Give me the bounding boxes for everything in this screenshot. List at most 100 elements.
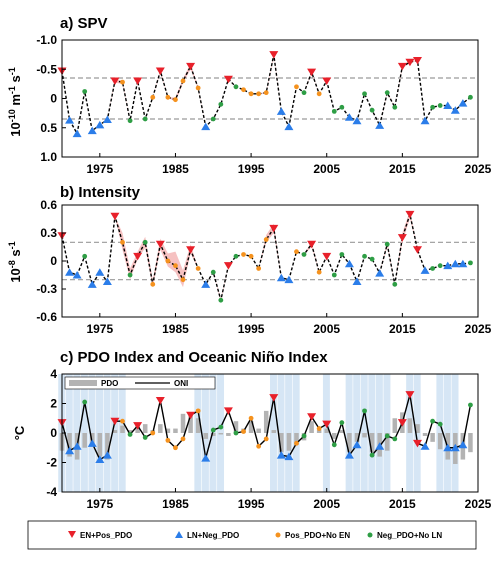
data-point-b bbox=[276, 273, 286, 282]
data-point-c bbox=[248, 415, 254, 421]
data-point-b bbox=[102, 277, 112, 286]
pdo-bar bbox=[316, 430, 322, 433]
x-tick-label: 1975 bbox=[86, 497, 113, 511]
x-tick-label: 1985 bbox=[162, 322, 189, 336]
data-point-c bbox=[127, 432, 133, 437]
y-tick-label: -1.0 bbox=[36, 33, 57, 47]
data-point-c bbox=[405, 391, 415, 399]
data-point-a bbox=[110, 77, 120, 85]
data-point-c bbox=[443, 443, 453, 452]
data-point-a bbox=[468, 94, 473, 100]
data-point-b bbox=[256, 266, 262, 271]
data-point-a bbox=[233, 84, 239, 90]
data-point-c bbox=[392, 436, 398, 442]
pdo-legend-label: PDO bbox=[101, 379, 118, 388]
data-point-b bbox=[186, 246, 196, 254]
data-point-b bbox=[450, 259, 460, 268]
pdo-bar bbox=[195, 418, 201, 433]
panel-a-title: a) SPV bbox=[60, 15, 108, 32]
data-point-c bbox=[339, 420, 345, 426]
pdo-bar bbox=[384, 433, 390, 451]
data-point-a bbox=[420, 116, 430, 125]
data-point-b bbox=[120, 239, 125, 245]
data-point-c bbox=[450, 443, 460, 452]
data-point-c bbox=[284, 452, 294, 461]
data-point-b bbox=[87, 280, 97, 288]
data-point-b bbox=[412, 246, 422, 254]
data-point-a bbox=[127, 118, 133, 124]
data-point-a bbox=[82, 89, 88, 94]
data-point-c bbox=[218, 424, 224, 430]
data-point-b bbox=[127, 272, 133, 278]
pdo-bar bbox=[233, 421, 239, 433]
legend-label-pos-pdo: Pos_PDO+No EN bbox=[285, 531, 350, 540]
data-point-c bbox=[384, 433, 390, 439]
data-point-b bbox=[420, 266, 430, 274]
data-point-a bbox=[180, 78, 186, 84]
panel-b: 1975 1985 1995 2005 2015 2025 -0.6 -0.3 0 0.3 0.6 bbox=[36, 198, 491, 336]
data-point-c bbox=[375, 442, 385, 450]
pdo-bar bbox=[180, 413, 186, 433]
y-tick-label: 0.5 bbox=[40, 121, 57, 135]
data-point-a bbox=[256, 91, 262, 97]
pdo-bar bbox=[294, 433, 299, 445]
legend-label-neg-pdo: Neg_PDO+No LN bbox=[377, 531, 442, 540]
data-point-b bbox=[443, 261, 453, 270]
pdo-bar bbox=[309, 421, 314, 433]
x-tick-label: 2005 bbox=[313, 497, 340, 511]
data-point-b bbox=[110, 212, 120, 221]
x-tick-label: 2005 bbox=[313, 322, 340, 336]
triangle-down-icon bbox=[68, 531, 76, 538]
data-point-a bbox=[263, 90, 269, 96]
data-point-c bbox=[397, 419, 407, 427]
data-point-c bbox=[241, 429, 246, 434]
y-tick-label: 0 bbox=[50, 254, 57, 268]
x-tick-label: 1995 bbox=[238, 497, 265, 511]
data-point-b bbox=[322, 252, 332, 261]
data-point-c bbox=[322, 420, 332, 429]
data-point-a bbox=[437, 103, 443, 108]
panel-a: 1975 1985 1995 2005 2015 2025 -1.0 -0.5 0 0.5 1.0 bbox=[36, 33, 491, 176]
data-point-c bbox=[133, 422, 143, 430]
pdo-bar bbox=[97, 433, 103, 457]
data-point-c bbox=[430, 418, 436, 424]
data-point-a bbox=[316, 91, 322, 97]
data-point-c bbox=[165, 437, 171, 443]
data-point-a bbox=[120, 79, 125, 85]
pdo-bar bbox=[354, 433, 360, 442]
data-point-a bbox=[352, 116, 362, 125]
y-tick-label: 2 bbox=[50, 397, 57, 411]
pdo-bar bbox=[347, 433, 352, 453]
data-point-c bbox=[331, 442, 337, 448]
data-point-a bbox=[405, 58, 415, 67]
pdo-bar bbox=[324, 428, 329, 433]
data-point-a bbox=[241, 87, 246, 93]
x-tick-label: 2025 bbox=[465, 322, 492, 336]
data-point-a bbox=[165, 94, 171, 100]
pdo-bar bbox=[430, 433, 435, 442]
y-tick-label: -0.6 bbox=[36, 310, 57, 324]
bottom-legend: EN+Pos_PDO LN+Neg_PDO Pos_PDO+No EN Neg_… bbox=[27, 520, 477, 550]
x-tick-label: 2015 bbox=[389, 162, 416, 176]
y-tick-label: -2 bbox=[46, 456, 57, 470]
data-point-c bbox=[316, 426, 322, 431]
series-line bbox=[61, 211, 471, 301]
data-point-a bbox=[210, 116, 216, 122]
data-point-b bbox=[241, 252, 246, 257]
pdo-bar bbox=[203, 433, 208, 439]
x-tick-label: 1985 bbox=[162, 162, 189, 176]
oni-legend-label: ONI bbox=[174, 379, 188, 388]
data-point-a bbox=[142, 116, 148, 122]
data-point-c bbox=[186, 411, 196, 420]
data-point-c bbox=[65, 446, 75, 455]
data-point-a bbox=[301, 90, 307, 96]
data-point-c bbox=[95, 455, 105, 464]
pdo-bar bbox=[279, 433, 284, 453]
panel-c-ylabel: °C bbox=[12, 425, 27, 440]
data-point-a bbox=[276, 107, 286, 115]
legend-label-ln: LN+Neg_PDO bbox=[187, 531, 239, 540]
x-tick-label: 2005 bbox=[313, 162, 340, 176]
data-point-c bbox=[233, 430, 239, 436]
data-point-b bbox=[458, 259, 468, 268]
